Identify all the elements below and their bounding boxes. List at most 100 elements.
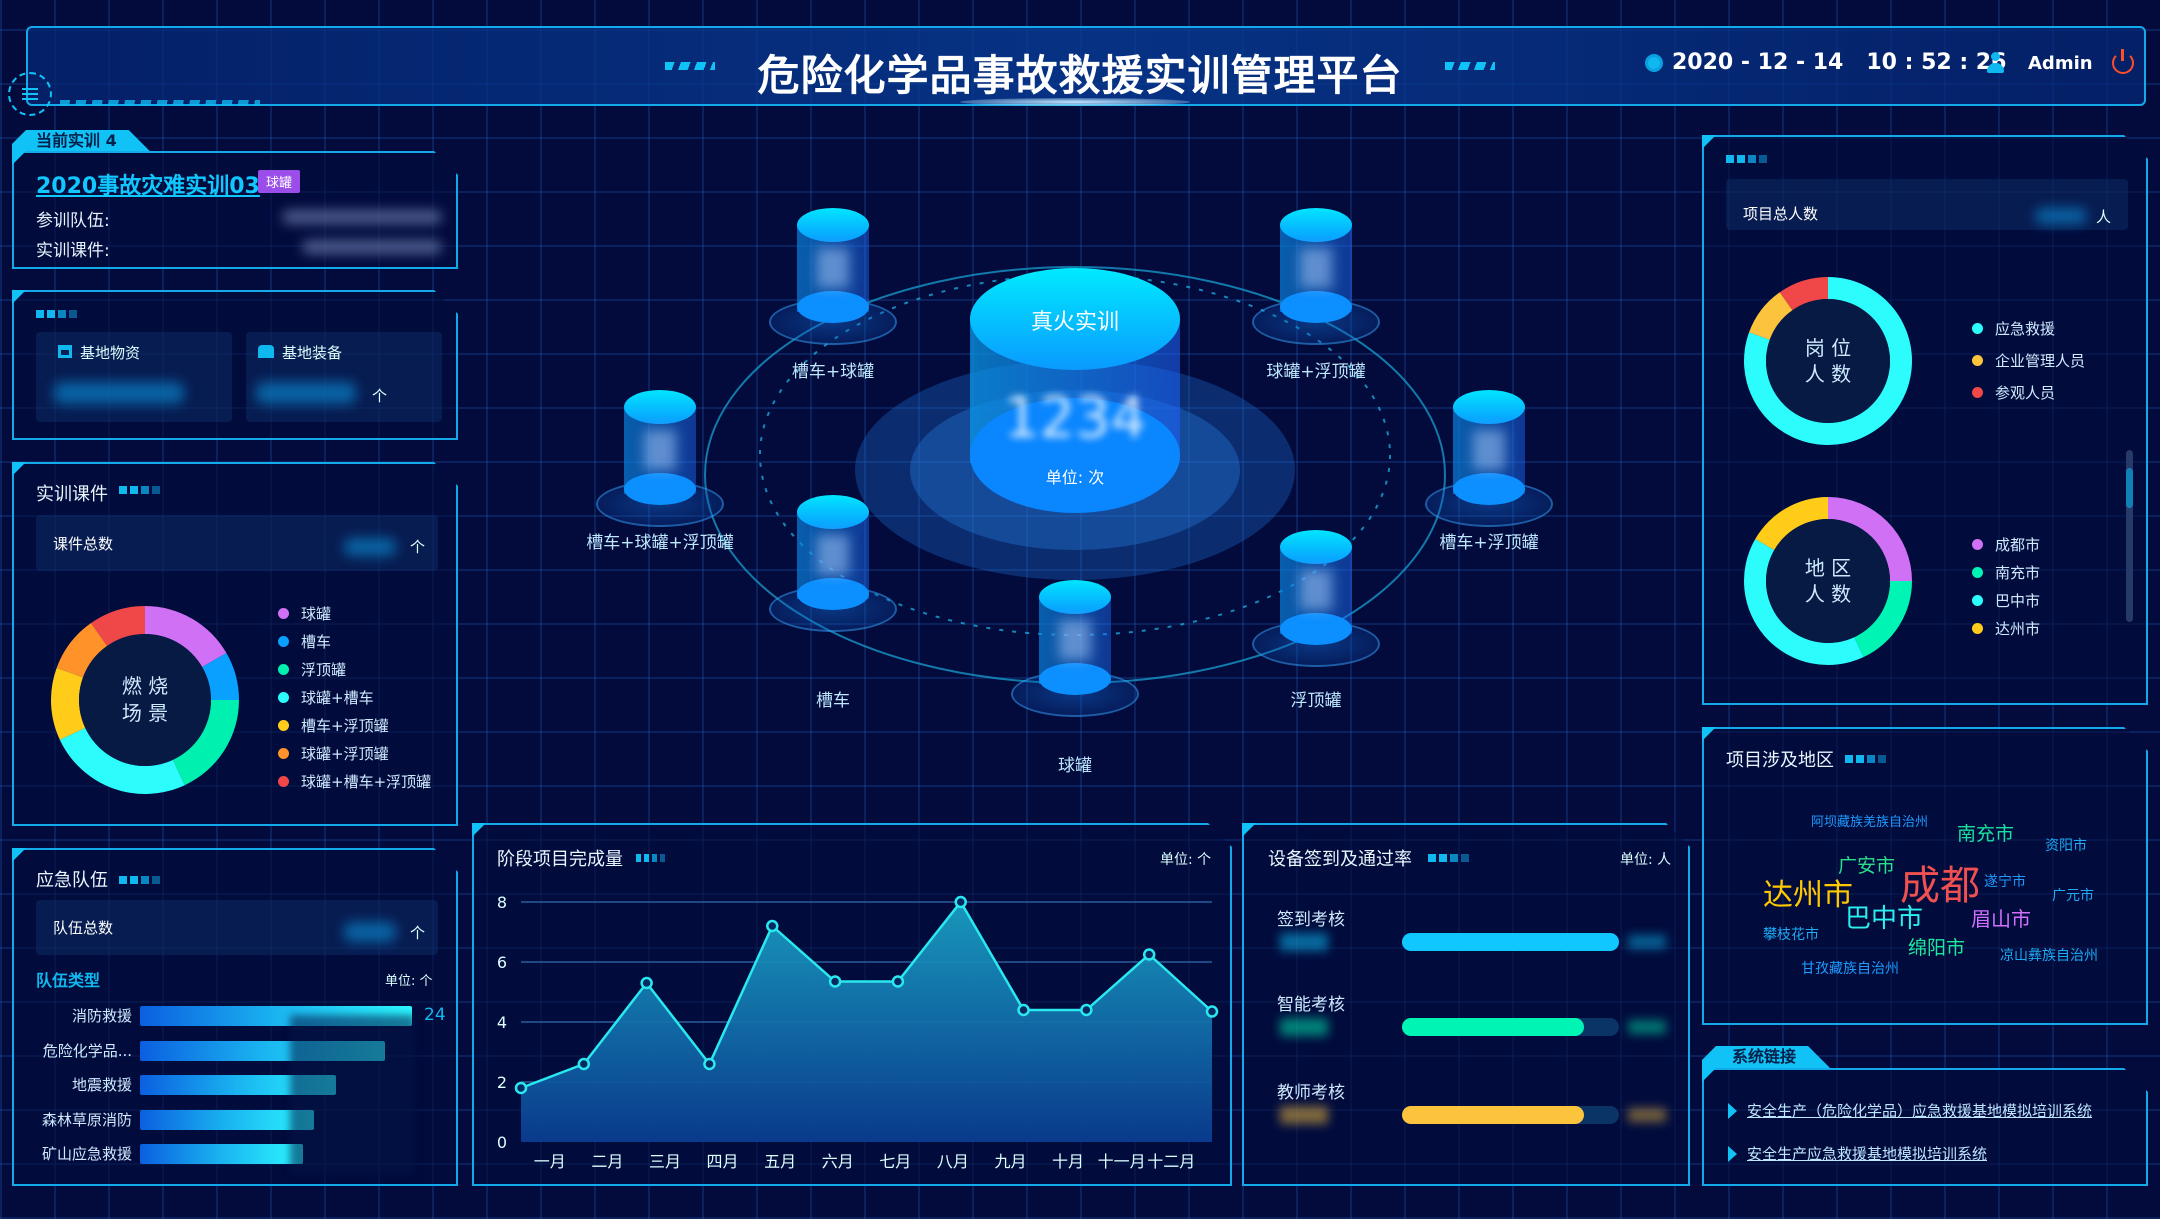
data-point[interactable] [1142,948,1156,961]
legend-item: 企业管理人员 [1972,350,2085,371]
cylinder-bottom [624,473,696,505]
course-label: 实训课件: [36,241,110,261]
panel-decoration [1845,755,1886,763]
teams-total-label: 队伍总数 [53,919,114,937]
cylinder-label: 槽车+球罐+浮顶罐 [586,533,734,553]
center-line: 燃 烧 [121,674,169,698]
link-hazchem-training-system[interactable]: 安全生产（危险化学品）应急救援基地模拟培训系统 [1728,1100,2092,1121]
legend-label: 巴中市 [1995,592,2041,610]
team-label: 参训队伍: [36,211,110,231]
x-tick-label: 三月 [649,1152,681,1171]
data-point[interactable] [1205,1005,1219,1018]
cylinder-value-redacted [644,430,676,470]
post-donut-chart [1744,277,1912,445]
cylinder-bottom [1280,291,1352,323]
equipment-icon [258,345,274,358]
cylinder-bottom [1280,613,1352,645]
device-count-redacted [1280,1106,1328,1124]
legend-item: 巴中市 [1972,590,2040,611]
link-text[interactable]: 安全生产应急救援基地模拟培训系统 [1747,1145,1988,1163]
donut-slice [1828,497,1912,581]
people-unit: 人 [2096,208,2112,226]
donut-hole [79,634,211,766]
legend-item: 球罐 [278,603,331,624]
data-point[interactable] [828,975,842,988]
device-bar-fill [1402,1018,1585,1036]
team-bar-label: 矿山应急救援 [41,1145,132,1163]
regions-title: 项目涉及地区 [1726,750,1834,771]
donut-slice [59,727,185,794]
team-bar [140,1109,315,1130]
team-bars-redacted [290,1015,415,1175]
link-text[interactable]: 安全生产（危险化学品）应急救援基地模拟培训系统 [1747,1102,2093,1120]
main-cylinder: 真火实训 1234 单位: 次 [970,268,1180,513]
legend-label: 球罐 [301,605,332,623]
team-bar-label: 地震救援 [71,1076,132,1094]
header-frame [26,26,2146,106]
cylinder-top [797,208,869,242]
device-cylinder [1011,580,1139,717]
device-row-label: 教师考核 [1277,1083,1345,1103]
cylinder-label: 球罐+浮顶罐 [1266,362,1366,382]
equipment-card [246,332,442,422]
chart-unit: 单位: 个 [1160,852,1212,868]
user-icon[interactable] [1985,52,2005,74]
y-tick-label: 0 [497,1133,507,1152]
device-count-redacted [1280,1018,1328,1036]
power-icon[interactable] [2112,49,2134,74]
scrollbar-thumb[interactable] [2126,468,2133,508]
donut-slice [91,606,145,646]
device-rate-redacted [1628,935,1666,949]
cylinder-bottom [797,578,869,610]
cylinder-top [1280,208,1352,242]
data-point[interactable] [640,976,653,990]
device-rate-redacted [1628,1020,1666,1034]
legend-dot-icon [278,692,289,703]
cylinder-value-redacted [1300,570,1332,610]
training-name-link[interactable]: 2020事故灾难实训03 [36,174,260,199]
legend-dot-icon [1972,355,1983,366]
cylinder-value-redacted [817,535,849,575]
legend-dot-icon [1972,387,1983,398]
data-point[interactable] [1080,1003,1093,1017]
word-cloud-item: 广元市 [2052,888,2094,905]
cylinder-top [624,390,696,424]
legend-item: 槽车 [278,631,331,652]
data-point[interactable] [703,1057,716,1071]
word-cloud-item: 眉山市 [1971,907,2031,931]
device-cylinder [1425,390,1553,527]
courses-unit: 个 [410,538,426,556]
team-value-redacted [282,210,442,224]
triangle-right-icon [1728,1102,1737,1119]
links-tab: 系统链接 [1702,1046,1830,1068]
cylinder-value-redacted [1059,620,1091,660]
data-point[interactable] [514,1081,528,1095]
courses-donut-center: 燃 烧场 景 [105,673,185,727]
people-scrollbar[interactable] [2126,450,2133,622]
header-glow [960,98,1190,106]
legend-label: 企业管理人员 [1995,352,2086,370]
donut-slice [50,667,86,740]
data-point[interactable] [766,919,779,933]
menu-icon[interactable] [8,72,52,116]
user-name[interactable]: Admin [2028,53,2093,74]
data-point[interactable] [891,975,905,988]
legend-item: 南充市 [1972,562,2040,583]
main-cylinder-bottom [970,398,1180,513]
legend-label: 球罐+浮顶罐 [301,745,389,763]
data-point[interactable] [1017,1003,1030,1017]
legend-label: 浮顶罐 [301,661,347,679]
cylinder-value-redacted [817,248,849,288]
cylinder-label: 槽车+球罐 [791,362,875,382]
data-point[interactable] [577,1057,591,1071]
word-cloud-item: 南充市 [1957,822,2015,845]
cylinder-top [1039,580,1111,614]
courses-total-redacted [344,538,396,556]
donut-slice [1749,292,1793,340]
equipment-label: 基地装备 [282,344,343,362]
data-point[interactable] [954,895,967,909]
legend-dot-icon [278,608,289,619]
equipment-value-redacted [256,382,356,404]
links-panel [1702,1068,2148,1186]
link-training-system[interactable]: 安全生产应急救援基地模拟培训系统 [1728,1143,1987,1164]
